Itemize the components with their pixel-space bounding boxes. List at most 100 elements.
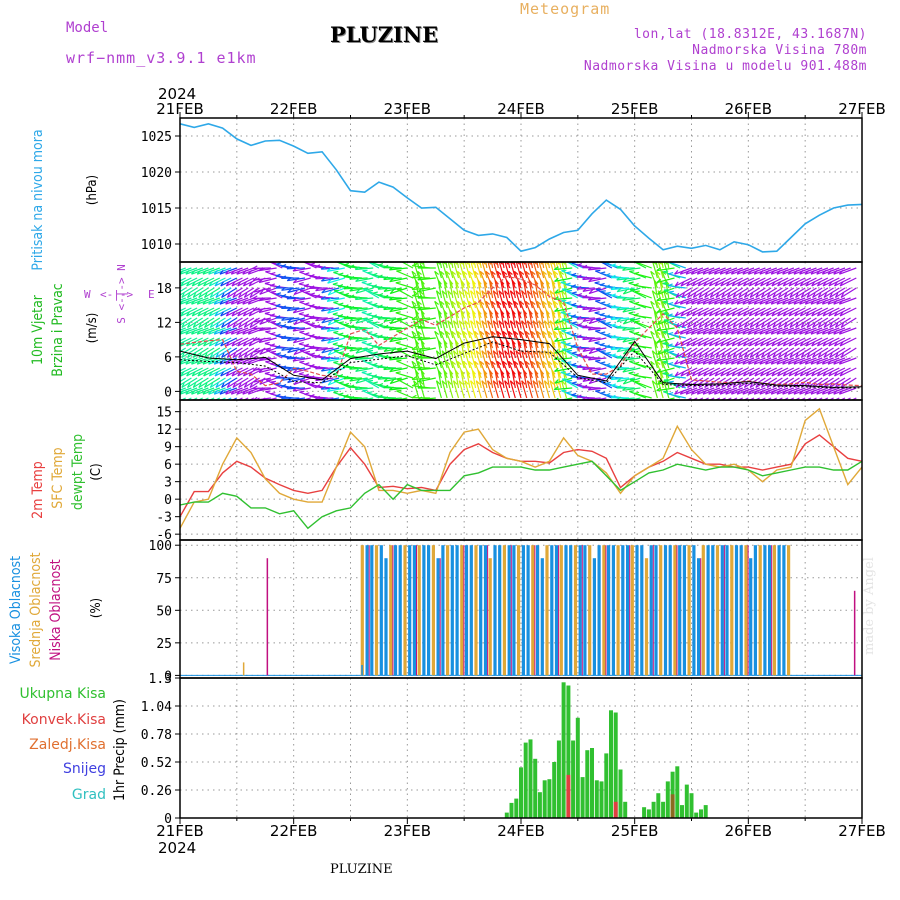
wind-barb-head <box>192 322 197 328</box>
wind-barb-head <box>634 331 640 335</box>
wind-barb-head <box>528 369 533 375</box>
wind-barb <box>554 367 573 372</box>
wind-barb-head <box>748 330 753 335</box>
wind-barb-head <box>544 290 549 295</box>
wind-barb-head <box>225 300 230 305</box>
wind-barb-head <box>605 351 611 355</box>
cloud-spike <box>242 662 245 676</box>
wind-barb-head <box>810 330 815 335</box>
precip-bar <box>642 807 647 818</box>
wind-barb-head <box>725 360 730 365</box>
wind-barb-head <box>181 402 184 406</box>
wind-barb <box>840 317 857 329</box>
wind-barb <box>738 287 755 299</box>
wind-barb <box>180 287 192 296</box>
wind-barb-head <box>838 300 844 305</box>
wind-barb-head <box>180 281 185 287</box>
wind-barb-head <box>731 371 736 377</box>
wind-barb <box>655 262 658 269</box>
wind-barb-head <box>449 369 454 375</box>
wind-barb-head <box>629 390 635 392</box>
wind-barb-head <box>805 281 810 287</box>
wind-barb <box>209 347 226 359</box>
wind-barb-head <box>258 387 264 392</box>
wind-barb-head <box>622 319 628 325</box>
wind-barb <box>180 368 181 369</box>
wind-barb-head <box>275 345 281 349</box>
wind-barb-head <box>816 270 821 275</box>
wind-barb <box>447 350 454 369</box>
wind-barb-head <box>185 360 190 365</box>
wind-barb-head <box>748 281 753 287</box>
wind-barb-head <box>530 300 536 305</box>
wind-barb-head <box>315 335 321 340</box>
wind-barb-head <box>500 339 505 345</box>
wind-barb-head <box>434 330 439 335</box>
wind-barb-head <box>208 371 213 377</box>
wind-barb-head <box>719 330 724 335</box>
wind-barb-head <box>349 324 355 328</box>
wind-barb <box>215 287 232 299</box>
precip-bar <box>618 769 623 818</box>
wind-barb-head <box>685 360 690 365</box>
wind-barb <box>549 262 556 279</box>
wind-barb-head <box>662 371 668 375</box>
wind-barb-head <box>492 320 498 325</box>
wind-barb <box>595 378 613 389</box>
wind-barb-head <box>542 360 547 365</box>
precip-bar <box>528 739 533 818</box>
wind-barb-head <box>231 371 236 377</box>
precip-bar <box>509 802 514 818</box>
wind-barb <box>417 377 436 383</box>
wind-barb <box>417 337 436 341</box>
wind-barb <box>490 331 499 349</box>
wind-barb <box>509 290 516 309</box>
wind-barb-head <box>668 272 674 275</box>
wind-barb-head <box>298 282 304 285</box>
wind-barb-head <box>662 311 668 315</box>
wind-barb-head <box>839 311 844 317</box>
wind-barb-head <box>599 282 605 286</box>
wind-barb-head <box>209 322 214 328</box>
wind-barb-head <box>795 402 798 406</box>
wind-barb <box>395 312 414 319</box>
wind-barb-head <box>633 373 639 376</box>
precip-bar <box>656 793 661 818</box>
wind-barb-head <box>772 292 776 298</box>
y-tick-label: 12 <box>156 316 172 331</box>
wind-barb-head <box>748 300 753 305</box>
precip-bar <box>646 809 651 818</box>
wind-barb-head <box>730 360 736 365</box>
wind-barb-head <box>726 311 730 317</box>
precip-bar <box>675 766 680 818</box>
cloud-bar <box>474 545 478 676</box>
wind-barb <box>441 350 448 369</box>
wind-barb <box>180 297 186 301</box>
wind-barb-head <box>451 330 456 335</box>
wind-barb-head <box>420 339 425 345</box>
wind-barb-head <box>731 281 736 287</box>
wind-barb-head <box>494 369 499 375</box>
wind-barb-head <box>703 281 708 287</box>
wind-barb <box>515 350 522 369</box>
wind-barb-head <box>709 322 714 328</box>
wind-barb-head <box>163 300 166 304</box>
wind-barb-head <box>714 341 719 347</box>
wind-barb-head <box>656 278 662 283</box>
wind-barb-head <box>494 309 499 315</box>
wind-barb <box>664 397 675 400</box>
wind-barb-head <box>367 349 374 352</box>
wind-barb <box>454 310 460 329</box>
wind-barb <box>180 367 186 372</box>
wind-barb-head <box>225 390 230 395</box>
wind-barb <box>515 290 522 309</box>
wind-barb-head <box>197 281 202 287</box>
wind-barb-head <box>389 278 394 283</box>
wind-barb <box>466 340 471 359</box>
wind-barb-head <box>708 390 713 395</box>
wind-barb <box>221 287 238 299</box>
wind-barb-head <box>252 385 258 389</box>
wind-barb-head <box>242 300 247 305</box>
wind-barb-head <box>534 309 539 315</box>
wind-barb-head <box>566 349 572 352</box>
